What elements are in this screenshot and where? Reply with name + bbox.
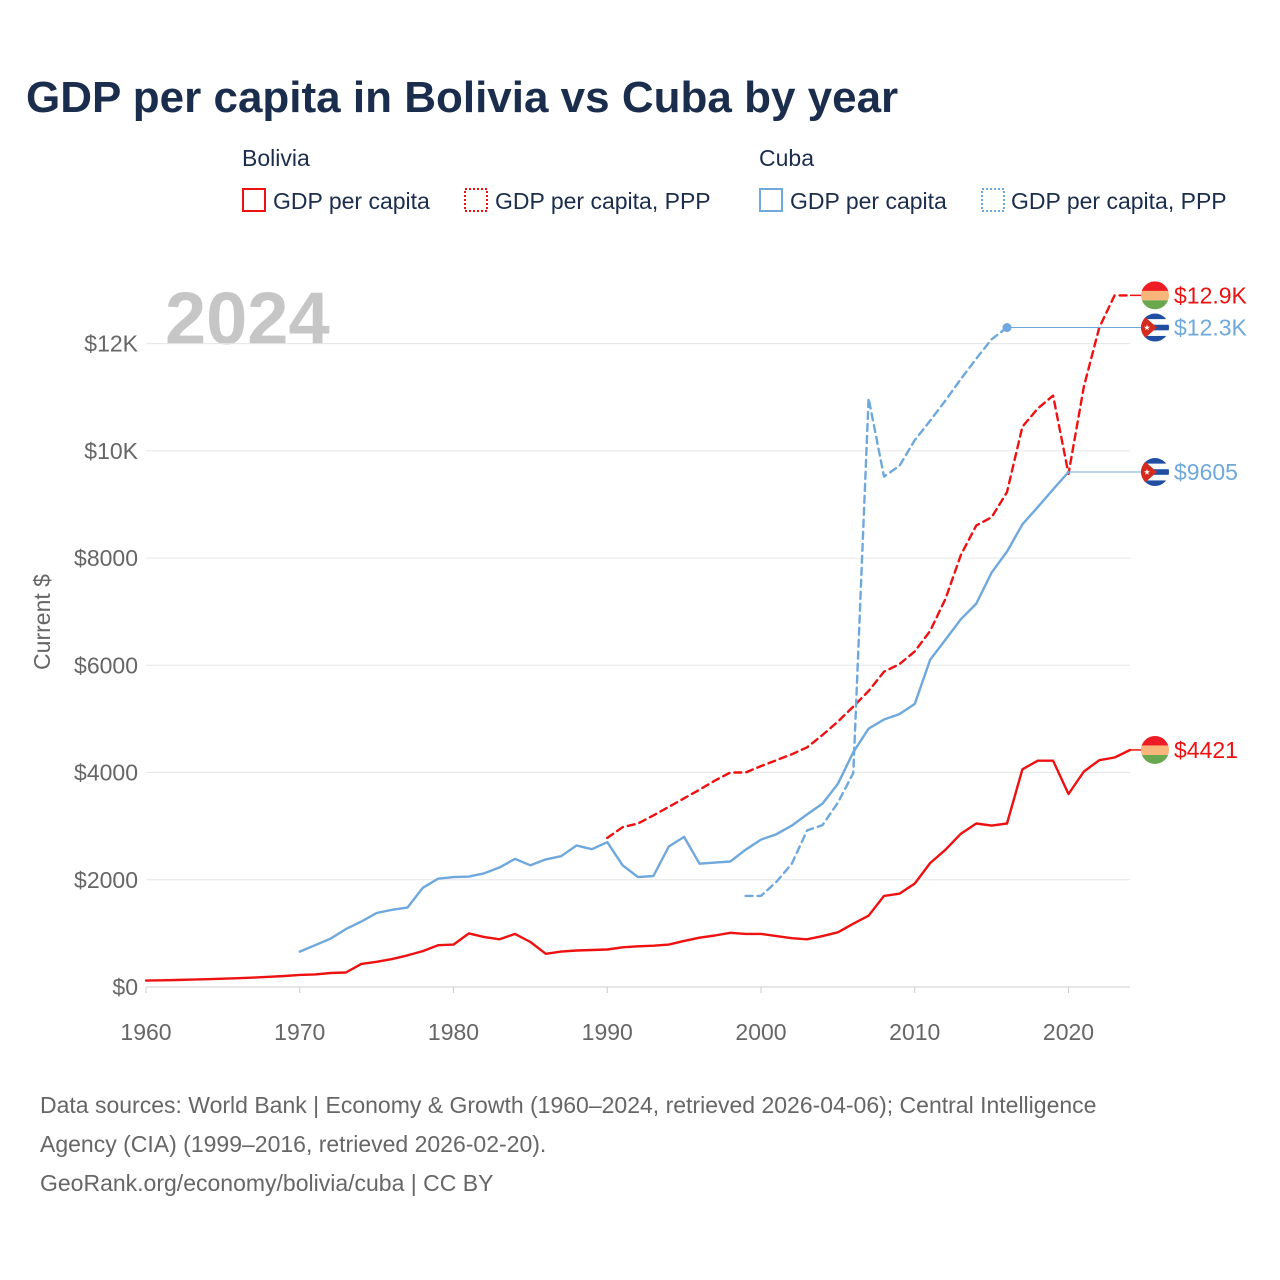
series-line-bolivia-gdp[interactable] xyxy=(144,748,1132,982)
y-tick-label: $4000 xyxy=(74,760,138,786)
x-tick-label: 1990 xyxy=(582,1019,633,1045)
year-watermark: 2024 xyxy=(165,277,330,360)
series-line-cuba-gdp[interactable] xyxy=(298,470,1070,953)
x-tick-label: 2020 xyxy=(1043,1019,1094,1045)
legend-item-bolivia-ppp[interactable]: GDP per capita, PPP xyxy=(464,188,711,214)
end-label-bolivia-ppp: $12.9K xyxy=(1174,282,1248,308)
y-tick-label: $0 xyxy=(112,974,138,1000)
cuba-flag-icon xyxy=(1141,458,1169,486)
legend-group-cuba: Cuba xyxy=(759,145,814,171)
y-tick-label: $6000 xyxy=(74,652,138,678)
legend-item-cuba-gdp[interactable]: GDP per capita xyxy=(759,188,947,214)
end-labels: $4421 $12.9K $9605 $12.3K xyxy=(1002,281,1248,764)
end-label-cuba-gdp: $9605 xyxy=(1174,459,1238,485)
y-tick-label: $10K xyxy=(84,438,138,464)
source-line-2: Agency (CIA) (1999–2016, retrieved 2026-… xyxy=(40,1131,546,1157)
axes: $0 $2000 $4000 $6000 $8000 $10K $12K 1960 1970 19… xyxy=(74,331,1130,1045)
x-tick-label: 1960 xyxy=(120,1019,171,1045)
bolivia-flag-icon xyxy=(1141,736,1169,764)
x-tick-label: 1970 xyxy=(274,1019,325,1045)
series-line-cuba-ppp[interactable] xyxy=(744,326,1009,898)
legend-swatch-bolivia-ppp xyxy=(464,188,488,212)
y-tick-label: $12K xyxy=(84,331,138,357)
legend-item-cuba-ppp[interactable]: GDP per capita, PPP xyxy=(981,188,1227,214)
legend-label-bolivia-ppp: GDP per capita, PPP xyxy=(495,188,711,214)
legend-label-cuba-gdp: GDP per capita xyxy=(790,188,947,214)
legend-item-bolivia-gdp[interactable]: GDP per capita xyxy=(242,188,430,214)
legend-swatch-cuba-gdp xyxy=(759,188,783,212)
cuba-flag-icon xyxy=(1141,314,1169,342)
legend-swatch-bolivia-gdp xyxy=(242,188,266,212)
legend-group-bolivia: Bolivia xyxy=(242,145,310,171)
legend-swatch-cuba-ppp xyxy=(981,188,1005,212)
series xyxy=(144,294,1132,982)
y-tick-label: $8000 xyxy=(74,545,138,571)
y-axis-title: Current $ xyxy=(29,574,55,670)
legend-label-cuba-ppp: GDP per capita, PPP xyxy=(1011,188,1227,214)
x-tick-label: 1980 xyxy=(428,1019,479,1045)
gridlines xyxy=(146,343,1130,881)
legend-label-bolivia-gdp: GDP per capita xyxy=(273,188,430,214)
bolivia-flag-icon xyxy=(1141,281,1169,309)
series-line-bolivia-ppp[interactable] xyxy=(606,294,1132,840)
source-line-1: Data sources: World Bank | Economy & Gro… xyxy=(40,1092,1096,1118)
source-note: Data sources: World Bank | Economy & Gro… xyxy=(40,1092,1096,1196)
end-label-bolivia-gdp: $4421 xyxy=(1174,737,1238,763)
y-tick-label: $2000 xyxy=(74,867,138,893)
end-point-cuba-ppp xyxy=(1002,323,1012,333)
end-label-cuba-ppp: $12.3K xyxy=(1174,315,1248,341)
source-attribution-link[interactable]: GeoRank.org/economy/bolivia/cuba | CC BY xyxy=(40,1170,493,1196)
chart-title: GDP per capita in Bolivia vs Cuba by yea… xyxy=(26,73,898,122)
x-tick-label: 2000 xyxy=(735,1019,786,1045)
x-tick-label: 2010 xyxy=(889,1019,940,1045)
legend: Bolivia GDP per capita GDP per capita, P… xyxy=(242,145,1227,214)
